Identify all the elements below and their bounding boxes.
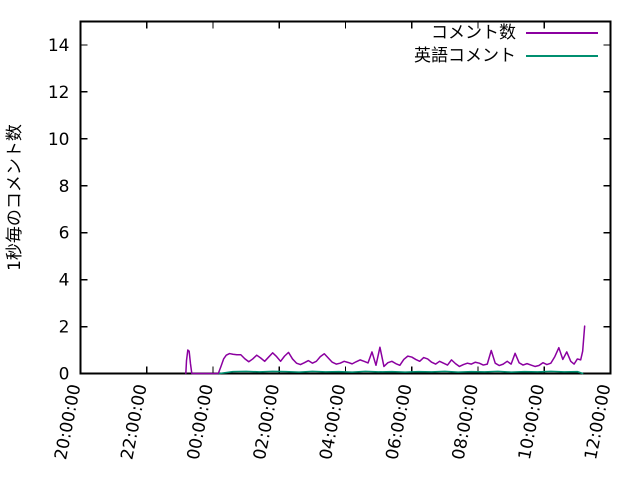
y-tick-label-6: 12 [48, 83, 70, 103]
series-line-0 [185, 325, 586, 375]
y-tick-label-1: 2 [59, 318, 70, 338]
axis-ticks [79, 21, 612, 375]
y-tick-label-3: 6 [59, 224, 70, 244]
legend-label-1: 英語コメント [414, 46, 516, 66]
x-axis-tick-labels: 20:00:00 22:00:00 00:00:00 02:00:00 04:00:00… [51, 383, 615, 462]
y-tick-label-7: 14 [48, 36, 70, 56]
y-tick-label-2: 4 [59, 271, 70, 291]
y-axis-title: 1秒毎のコメント数 [5, 124, 25, 271]
y-axis-label: 1秒毎のコメント数 [5, 124, 25, 271]
y-axis-tick-labels: 0 2 4 6 8 10 12 14 [48, 36, 70, 385]
data-series [185, 325, 586, 375]
plot-frame [79, 20, 612, 375]
y-tick-label-5: 10 [48, 130, 70, 150]
y-tick-label-4: 8 [59, 177, 70, 197]
legend-label-0: コメント数 [431, 23, 516, 43]
plot-border [79, 20, 612, 375]
y-tick-label-0: 0 [59, 365, 70, 385]
series-line-1 [218, 370, 584, 375]
